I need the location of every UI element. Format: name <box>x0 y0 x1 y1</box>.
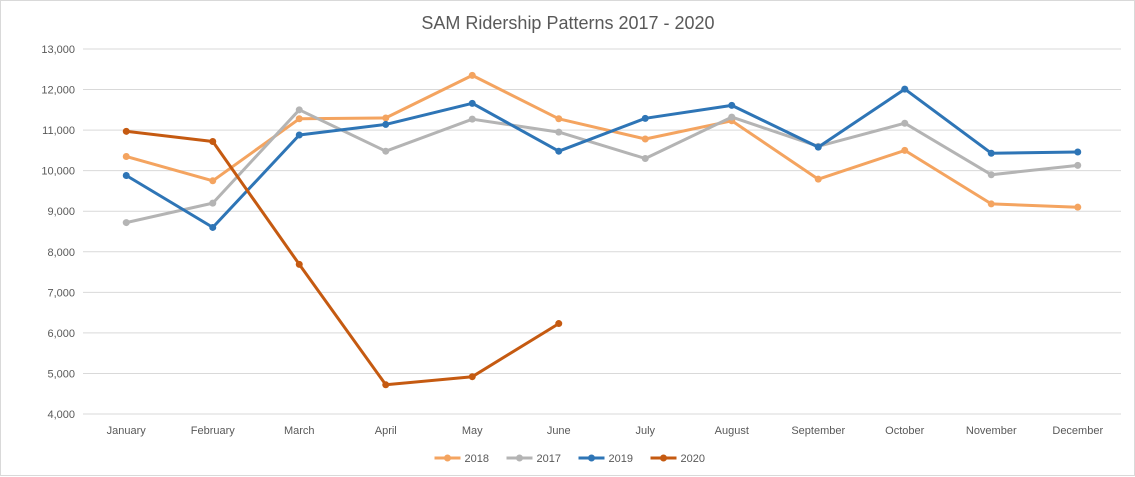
series-2017 <box>122 106 1082 227</box>
data-point <box>987 200 995 208</box>
data-point <box>468 115 476 123</box>
data-point <box>901 85 909 93</box>
data-point <box>641 155 649 162</box>
data-point <box>468 373 476 381</box>
data-point <box>641 114 649 122</box>
data-point <box>901 119 909 127</box>
x-axis: January February March April May June July Augu… <box>107 425 1104 437</box>
data-point <box>814 175 822 183</box>
chart-title: SAM Ridership Patterns 2017 - 2020 <box>421 13 714 33</box>
data-point <box>1074 148 1082 156</box>
legend-marker <box>516 454 523 462</box>
legend-marker <box>444 454 451 462</box>
x-tick-label: April <box>375 425 397 437</box>
legend-label: 2019 <box>609 453 633 465</box>
legend-marker <box>660 454 667 462</box>
data-point <box>209 199 217 207</box>
x-tick-label: December <box>1052 425 1103 437</box>
data-point <box>555 320 563 328</box>
legend-label: 2018 <box>465 453 489 465</box>
y-tick-label: 7,000 <box>47 287 75 299</box>
legend-item: 2018 <box>434 453 489 465</box>
data-point <box>122 172 130 180</box>
series-2019 <box>122 85 1082 231</box>
data-point <box>728 113 736 121</box>
x-tick-label: October <box>885 425 924 437</box>
legend-marker <box>588 454 595 462</box>
x-tick-label: March <box>284 425 315 437</box>
data-point <box>641 135 649 143</box>
data-point <box>122 127 130 135</box>
gridlines <box>83 48 1121 415</box>
series-line <box>124 87 1080 229</box>
x-tick-label: August <box>715 425 749 437</box>
data-point <box>901 146 909 154</box>
y-tick-label: 9,000 <box>47 206 75 218</box>
y-tick-label: 6,000 <box>47 328 75 340</box>
legend-item: 2017 <box>506 453 561 465</box>
y-tick-label: 10,000 <box>41 166 75 178</box>
legend-item: 2020 <box>650 453 705 465</box>
data-point <box>987 171 995 179</box>
data-point <box>209 223 217 231</box>
series-line <box>124 129 561 387</box>
data-point <box>295 131 303 139</box>
y-tick-label: 11,000 <box>42 125 75 137</box>
legend-label: 2017 <box>537 453 561 465</box>
data-point <box>728 101 736 109</box>
data-point <box>987 149 995 157</box>
data-point <box>122 219 130 227</box>
series-line <box>124 108 1080 225</box>
data-point <box>382 381 390 389</box>
legend-label: 2020 <box>681 453 705 465</box>
x-tick-label: November <box>966 425 1017 437</box>
data-point <box>468 99 476 107</box>
series-2020 <box>122 127 563 389</box>
x-tick-label: February <box>191 425 236 437</box>
data-point <box>468 71 476 79</box>
data-point <box>382 120 390 128</box>
y-tick-label: 5,000 <box>47 368 75 380</box>
data-point <box>295 260 303 268</box>
series-lines <box>122 71 1082 389</box>
x-tick-label: May <box>462 425 483 437</box>
data-point <box>209 177 217 185</box>
data-point <box>555 115 563 123</box>
y-axis: 4,000 5,000 6,000 7,000 8,000 9,000 10,000 11,0… <box>41 44 75 421</box>
data-point <box>295 106 303 114</box>
data-point <box>1074 203 1082 211</box>
y-tick-label: 8,000 <box>47 247 75 259</box>
data-point <box>555 147 563 155</box>
data-point <box>814 143 822 151</box>
series-2018 <box>122 71 1082 211</box>
data-point <box>209 137 217 145</box>
data-point <box>382 147 390 155</box>
series-line <box>124 73 1080 209</box>
legend-item: 2019 <box>578 453 633 465</box>
y-tick-label: 12,000 <box>41 85 75 97</box>
x-tick-label: September <box>791 425 845 437</box>
legend: 2018 2017 2019 2020 <box>434 453 705 465</box>
x-tick-label: January <box>107 425 147 437</box>
data-point <box>295 115 303 123</box>
y-tick-label: 4,000 <box>47 409 75 421</box>
data-point <box>555 128 563 136</box>
x-tick-label: July <box>635 425 655 437</box>
data-point <box>122 152 130 160</box>
y-tick-label: 13,000 <box>41 44 75 56</box>
x-tick-label: June <box>547 425 571 437</box>
data-point <box>382 114 390 122</box>
data-point <box>1074 161 1082 169</box>
